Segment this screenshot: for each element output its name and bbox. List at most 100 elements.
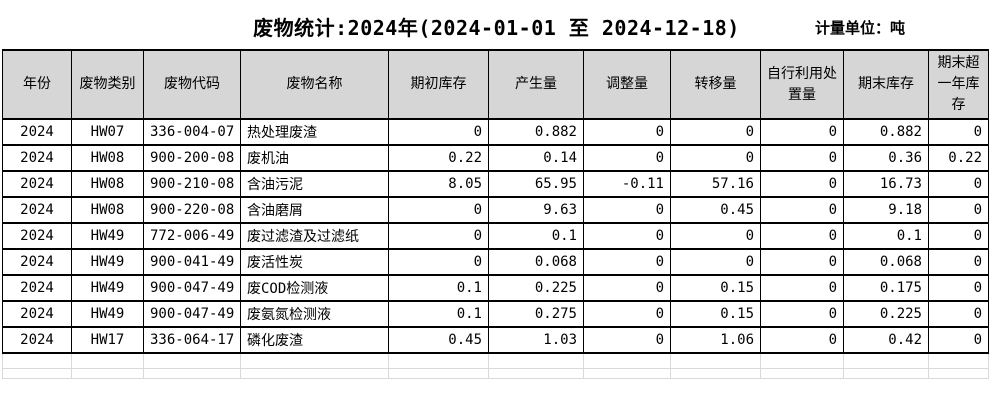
cell-ending-stock[interactable]: 0.225: [843, 300, 929, 328]
cell-adjustment-amount[interactable]: 0: [583, 300, 671, 328]
cell-waste-category[interactable]: HW08: [71, 144, 144, 172]
cell-adjustment-amount[interactable]: 0: [583, 274, 671, 302]
column-header-waste-code[interactable]: 废物代码: [143, 49, 241, 120]
cell-self-disposal-amount[interactable]: 0: [760, 170, 844, 198]
cell-opening-stock[interactable]: 0.45: [388, 326, 489, 354]
cell-year[interactable]: 2024: [2, 248, 72, 276]
empty-cell[interactable]: [670, 368, 761, 379]
cell-over-one-year-stock[interactable]: 0: [928, 274, 989, 302]
column-header-ending-stock[interactable]: 期末库存: [843, 49, 929, 120]
empty-cell[interactable]: [843, 368, 929, 379]
cell-waste-name[interactable]: 含油磨屑: [240, 196, 389, 224]
cell-adjustment-amount[interactable]: 0: [583, 118, 671, 146]
cell-waste-code[interactable]: 336-004-07: [143, 118, 241, 146]
empty-cell[interactable]: [240, 354, 389, 369]
cell-year[interactable]: 2024: [2, 170, 72, 198]
cell-waste-code[interactable]: 772-006-49: [143, 222, 241, 250]
cell-opening-stock[interactable]: 0.1: [388, 274, 489, 302]
empty-cell[interactable]: [583, 354, 671, 369]
column-header-self-disposal-amount[interactable]: 自行利用处置量: [760, 49, 844, 120]
cell-year[interactable]: 2024: [2, 222, 72, 250]
cell-over-one-year-stock[interactable]: 0: [928, 170, 989, 198]
cell-year[interactable]: 2024: [2, 118, 72, 146]
cell-over-one-year-stock[interactable]: 0: [928, 196, 989, 224]
cell-waste-name[interactable]: 磷化废渣: [240, 326, 389, 354]
cell-year[interactable]: 2024: [2, 196, 72, 224]
empty-cell[interactable]: [928, 354, 989, 369]
cell-self-disposal-amount[interactable]: 0: [760, 144, 844, 172]
cell-waste-category[interactable]: HW49: [71, 222, 144, 250]
empty-cell[interactable]: [760, 354, 844, 369]
cell-waste-category[interactable]: HW49: [71, 274, 144, 302]
cell-transferred-amount[interactable]: 1.06: [670, 326, 761, 354]
column-header-waste-name[interactable]: 废物名称: [240, 49, 389, 120]
cell-opening-stock[interactable]: 0.1: [388, 300, 489, 328]
cell-transferred-amount[interactable]: 57.16: [670, 170, 761, 198]
cell-ending-stock[interactable]: 0.42: [843, 326, 929, 354]
cell-adjustment-amount[interactable]: 0: [583, 248, 671, 276]
cell-transferred-amount[interactable]: 0: [670, 118, 761, 146]
cell-generated-amount[interactable]: 1.03: [488, 326, 584, 354]
cell-opening-stock[interactable]: 0: [388, 248, 489, 276]
cell-transferred-amount[interactable]: 0.15: [670, 300, 761, 328]
cell-self-disposal-amount[interactable]: 0: [760, 274, 844, 302]
cell-generated-amount[interactable]: 0.882: [488, 118, 584, 146]
cell-generated-amount[interactable]: 0.225: [488, 274, 584, 302]
empty-cell[interactable]: [240, 368, 389, 379]
empty-cell[interactable]: [2, 354, 72, 369]
cell-over-one-year-stock[interactable]: 0: [928, 326, 989, 354]
column-header-opening-stock[interactable]: 期初库存: [388, 49, 489, 120]
cell-generated-amount[interactable]: 9.63: [488, 196, 584, 224]
cell-waste-code[interactable]: 900-220-08: [143, 196, 241, 224]
column-header-waste-category[interactable]: 废物类别: [71, 49, 144, 120]
empty-cell[interactable]: [488, 368, 584, 379]
cell-adjustment-amount[interactable]: -0.11: [583, 170, 671, 198]
cell-waste-code[interactable]: 900-210-08: [143, 170, 241, 198]
cell-self-disposal-amount[interactable]: 0: [760, 222, 844, 250]
empty-cell[interactable]: [388, 368, 489, 379]
cell-waste-category[interactable]: HW17: [71, 326, 144, 354]
cell-ending-stock[interactable]: 9.18: [843, 196, 929, 224]
empty-cell[interactable]: [143, 354, 241, 369]
cell-waste-code[interactable]: 336-064-17: [143, 326, 241, 354]
cell-transferred-amount[interactable]: 0: [670, 222, 761, 250]
cell-generated-amount[interactable]: 65.95: [488, 170, 584, 198]
cell-over-one-year-stock[interactable]: 0: [928, 222, 989, 250]
column-header-year[interactable]: 年份: [2, 49, 72, 120]
cell-year[interactable]: 2024: [2, 274, 72, 302]
cell-waste-category[interactable]: HW08: [71, 196, 144, 224]
cell-ending-stock[interactable]: 0.36: [843, 144, 929, 172]
cell-generated-amount[interactable]: 0.1: [488, 222, 584, 250]
cell-self-disposal-amount[interactable]: 0: [760, 300, 844, 328]
empty-cell[interactable]: [928, 368, 989, 379]
empty-cell[interactable]: [583, 368, 671, 379]
cell-opening-stock[interactable]: 8.05: [388, 170, 489, 198]
cell-waste-name[interactable]: 热处理废渣: [240, 118, 389, 146]
cell-waste-code[interactable]: 900-041-49: [143, 248, 241, 276]
column-header-over-one-year-stock[interactable]: 期末超一年库存: [928, 49, 989, 120]
cell-over-one-year-stock[interactable]: 0: [928, 118, 989, 146]
empty-cell[interactable]: [143, 368, 241, 379]
cell-ending-stock[interactable]: 16.73: [843, 170, 929, 198]
cell-over-one-year-stock[interactable]: 0: [928, 248, 989, 276]
cell-waste-category[interactable]: HW49: [71, 300, 144, 328]
cell-waste-name[interactable]: 废氨氮检测液: [240, 300, 389, 328]
empty-cell[interactable]: [488, 354, 584, 369]
cell-transferred-amount[interactable]: 0.15: [670, 274, 761, 302]
cell-generated-amount[interactable]: 0.068: [488, 248, 584, 276]
cell-self-disposal-amount[interactable]: 0: [760, 248, 844, 276]
cell-ending-stock[interactable]: 0.882: [843, 118, 929, 146]
column-header-generated-amount[interactable]: 产生量: [488, 49, 584, 120]
cell-waste-category[interactable]: HW49: [71, 248, 144, 276]
empty-cell[interactable]: [843, 354, 929, 369]
cell-opening-stock[interactable]: 0: [388, 222, 489, 250]
cell-waste-category[interactable]: HW08: [71, 170, 144, 198]
cell-waste-name[interactable]: 含油污泥: [240, 170, 389, 198]
cell-waste-name[interactable]: 废机油: [240, 144, 389, 172]
cell-transferred-amount[interactable]: 0: [670, 144, 761, 172]
cell-transferred-amount[interactable]: 0.45: [670, 196, 761, 224]
empty-cell[interactable]: [71, 354, 144, 369]
cell-adjustment-amount[interactable]: 0: [583, 196, 671, 224]
cell-waste-name[interactable]: 废活性炭: [240, 248, 389, 276]
cell-self-disposal-amount[interactable]: 0: [760, 196, 844, 224]
